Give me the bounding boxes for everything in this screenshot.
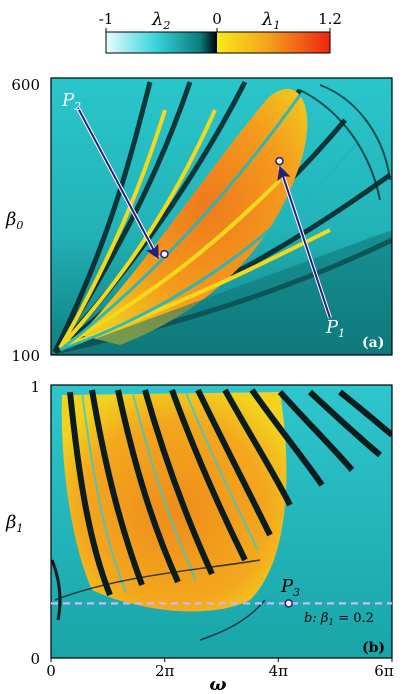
panel-a-chaotic-region: [80, 88, 308, 345]
panel-b: 1 0 β1 0 2π 4π 6π ω (b) b: β1 = 0.2 P3: [5, 378, 394, 694]
point-p2: [160, 249, 169, 259]
panel-a-chaotic-fingers: [58, 109, 331, 350]
panel-a: 600 100 β0 (a) P2 P1: [5, 76, 393, 365]
panel-a-label: (a): [362, 335, 384, 351]
colorbar-negative: [106, 32, 217, 53]
panel-a-ytick-top: 600: [11, 76, 40, 94]
point-p2-label: P2: [61, 90, 81, 113]
panel-b-xticks: [50, 658, 393, 662]
colorbar-frame: [105, 31, 331, 54]
panel-b-ytick-bottom: 0: [30, 650, 40, 668]
colorbar-tick-min: -1: [99, 10, 114, 28]
point-p3: [284, 599, 293, 608]
point-p1-label: P1: [325, 317, 345, 340]
panel-b-ylabel: β1: [5, 512, 23, 535]
xlabel-omega: ω: [209, 674, 226, 694]
colorbar-label-lambda1: λ1: [261, 9, 280, 32]
panel-b-xtick-6pi: 6π: [374, 662, 394, 680]
panel-b-xtick-2pi: 2π: [155, 662, 175, 680]
panel-b-periodic-stripes: [67, 388, 392, 597]
panel-a-ylabel: β0: [5, 209, 23, 232]
dashed-line-label: b: β1 = 0.2: [304, 611, 374, 628]
point-p3-label: P3: [280, 576, 300, 599]
panel-b-xtick-0: 0: [46, 662, 56, 680]
colorbar-tick-max: 1.2: [318, 10, 342, 28]
panel-b-ytick-top: 1: [30, 378, 40, 396]
panel-b-frame: [50, 384, 393, 659]
panel-a-frame: [50, 77, 393, 356]
colorbar-tick-zero: 0: [212, 10, 222, 28]
panel-b-chaotic-region: [61, 392, 287, 612]
colorbar: -1 0 1.2 λ2 λ1: [99, 9, 342, 54]
panel-a-ytick-bottom: 100: [11, 347, 40, 365]
panel-b-label: (b): [362, 640, 385, 656]
panel-b-xtick-4pi: 4π: [269, 662, 289, 680]
colorbar-label-lambda2: λ2: [151, 9, 170, 32]
point-p1: [275, 156, 284, 166]
colorbar-positive: [217, 32, 330, 53]
